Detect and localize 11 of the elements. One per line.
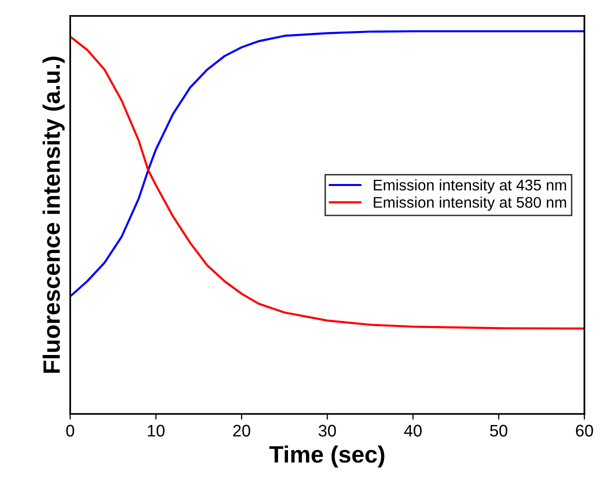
legend-label: Emission intensity at 435 nm bbox=[374, 179, 566, 194]
x-tick-label: 60 bbox=[576, 424, 594, 437]
y-axis-title: Fluorescence intensity (a.u.) bbox=[42, 56, 65, 373]
x-tick-label: 40 bbox=[404, 424, 422, 437]
x-tick-label: 20 bbox=[233, 424, 250, 437]
x-tick-label: 30 bbox=[318, 424, 336, 437]
x-tick-label: 50 bbox=[490, 424, 508, 437]
x-tick-label: 0 bbox=[66, 424, 74, 437]
x-axis-title: Time (sec) bbox=[269, 445, 384, 468]
legend-label: Emission intensity at 580 nm bbox=[374, 196, 566, 211]
x-tick-label: 10 bbox=[148, 424, 165, 437]
